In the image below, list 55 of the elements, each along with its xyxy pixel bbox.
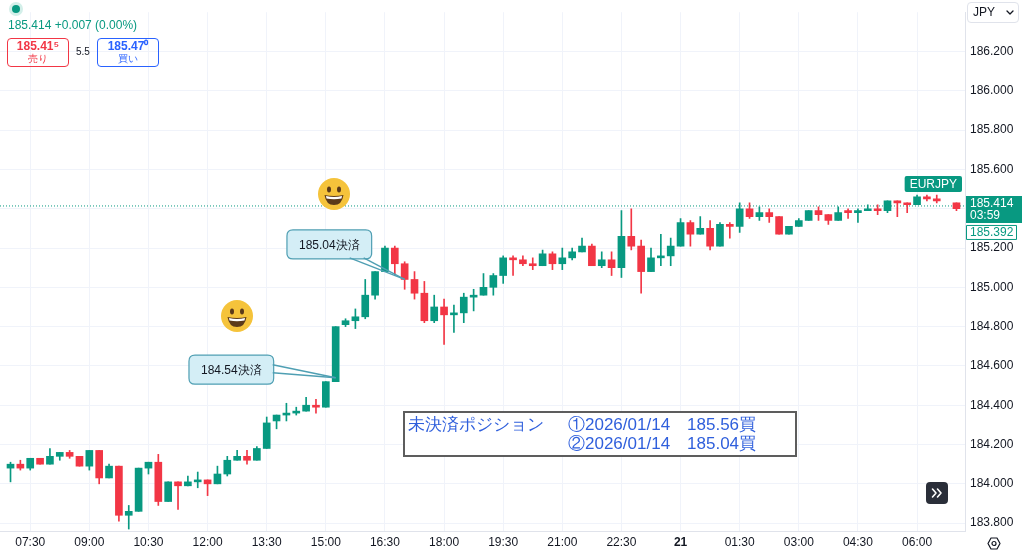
annotation: 185.47⁰ [107,39,149,54]
x-tick-label: 19:30 [488,534,519,549]
y-tick-label: 184.000 [970,476,1014,491]
text: 185.414 [970,196,1014,211]
ref-line-label: EURJPY [909,176,957,191]
y-tick-label: 185.600 [970,161,1014,176]
buy-button: 185.47⁰ 買い [97,38,159,67]
x-tick-label: 12:00 [192,534,223,549]
x-tick-label: 18:00 [429,534,460,549]
annotation: ②2026/01/14 185.04買 [568,434,757,454]
annotation: 185.414 +0.007 (0.00%) [8,18,138,33]
x-tick-label: 15:00 [310,534,342,549]
y-tick-label: 184.400 [970,397,1014,412]
annotation: 5.5 [76,46,90,58]
candlestick [312,399,320,414]
text: 03:59 [970,208,1001,223]
x-tick-label: 10:30 [133,534,164,549]
annotation: 184.54決済 [200,363,262,378]
candlestick [440,298,448,345]
text: 185.392 [970,225,1014,240]
annotation: 185.41⁵ [16,39,60,54]
candlestick [627,208,636,251]
x-tick-label: 21:00 [547,534,578,549]
y-tick-label: 184.800 [970,318,1014,333]
x-tick-label: 04:30 [842,534,874,549]
y-tick-label: 184.200 [970,436,1014,451]
x-tick-label: 22:30 [606,534,637,549]
annotation: 未決済ポジション [408,415,544,435]
candlestick [903,202,912,213]
annotation: 買い [118,53,138,65]
candlestick [174,481,182,510]
dropdown-button: JPY [967,2,1019,23]
y-tick-label: 185.000 [970,279,1014,294]
candlestick [124,505,133,530]
x-tick-label: 16:30 [369,534,401,549]
candlestick [726,222,734,239]
y-tick-label: 185.200 [970,240,1014,255]
y-tick-label: 186.200 [970,43,1014,58]
y-tick-label: 186.000 [970,83,1014,98]
annotation: ①2026/01/14 185.56買 [568,415,757,435]
x-tick-label: 07:30 [15,534,46,549]
annotation: 185.04決済 [298,237,360,252]
y-tick-label: 184.600 [970,358,1014,373]
candlestick [844,208,852,219]
sell-button: 185.41⁵ 売り [7,38,69,67]
x-tick-label: 06:00 [902,534,933,549]
note-box: 未決済ポジション ①2026/01/14 185.56買 ②2026/01/14 185.04買 [403,411,797,457]
x-tick-label: 21 [673,534,688,549]
y-tick-label: 183.800 [970,515,1014,530]
x-tick-label: 13:30 [251,534,283,549]
x-tick-label: 09:00 [74,534,105,549]
annotation: 売り [28,53,48,65]
x-tick-label: 01:30 [724,534,756,549]
y-tick-label: 185.800 [970,122,1014,137]
x-tick-label: 03:00 [783,534,815,549]
